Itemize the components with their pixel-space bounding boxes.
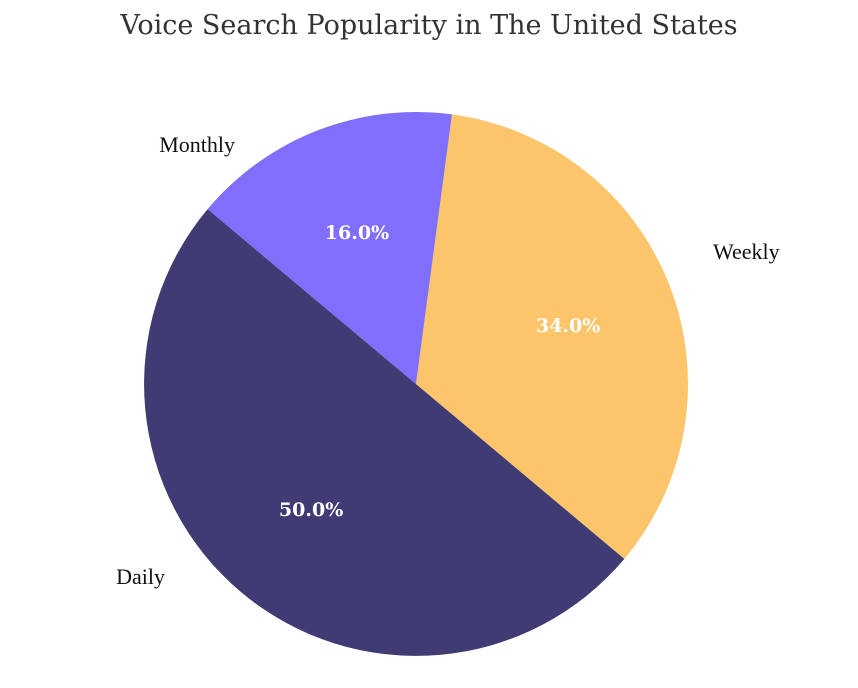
pct-label-weekly: 34.0% xyxy=(536,315,600,337)
pie-slice-monthly xyxy=(207,112,452,385)
pct-label-daily: 50.0% xyxy=(279,499,343,521)
chart-title: Voice Search Popularity in The United St… xyxy=(120,10,738,41)
category-label-monthly: Monthly xyxy=(159,132,235,157)
pct-label-monthly: 16.0% xyxy=(325,222,389,244)
pie-slice-weekly xyxy=(416,114,688,559)
pie-slice-daily xyxy=(144,209,625,656)
category-label-daily: Daily xyxy=(116,564,165,589)
category-label-weekly: Weekly xyxy=(713,239,780,264)
